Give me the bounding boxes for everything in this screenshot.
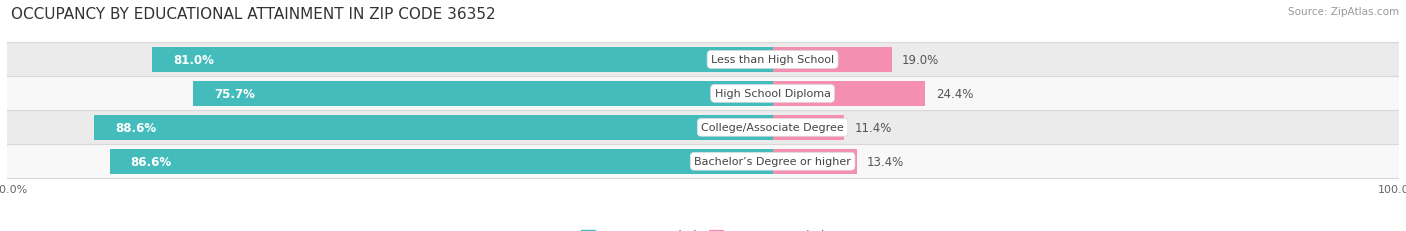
Text: 86.6%: 86.6% bbox=[131, 155, 172, 168]
Bar bbox=[7, 77, 1399, 111]
Text: 19.0%: 19.0% bbox=[903, 54, 939, 67]
Bar bbox=[152, 48, 773, 72]
Text: Source: ZipAtlas.com: Source: ZipAtlas.com bbox=[1288, 7, 1399, 17]
Text: College/Associate Degree: College/Associate Degree bbox=[702, 123, 844, 133]
Bar bbox=[773, 149, 856, 174]
Text: OCCUPANCY BY EDUCATIONAL ATTAINMENT IN ZIP CODE 36352: OCCUPANCY BY EDUCATIONAL ATTAINMENT IN Z… bbox=[11, 7, 496, 22]
Bar bbox=[773, 116, 844, 140]
Text: 75.7%: 75.7% bbox=[214, 88, 254, 100]
Legend: Owner-occupied, Renter-occupied: Owner-occupied, Renter-occupied bbox=[576, 224, 830, 231]
Bar bbox=[773, 82, 925, 106]
Bar bbox=[110, 149, 773, 174]
Bar bbox=[193, 82, 773, 106]
Bar bbox=[7, 43, 1399, 77]
Text: 81.0%: 81.0% bbox=[173, 54, 214, 67]
Text: 88.6%: 88.6% bbox=[115, 121, 156, 134]
Bar bbox=[7, 145, 1399, 179]
Bar bbox=[94, 116, 773, 140]
Bar bbox=[7, 111, 1399, 145]
Text: 13.4%: 13.4% bbox=[868, 155, 904, 168]
Text: 11.4%: 11.4% bbox=[855, 121, 891, 134]
Bar bbox=[773, 48, 891, 72]
Text: High School Diploma: High School Diploma bbox=[714, 89, 831, 99]
Text: Less than High School: Less than High School bbox=[711, 55, 834, 65]
Text: Bachelor’s Degree or higher: Bachelor’s Degree or higher bbox=[695, 157, 851, 167]
Text: 24.4%: 24.4% bbox=[936, 88, 973, 100]
